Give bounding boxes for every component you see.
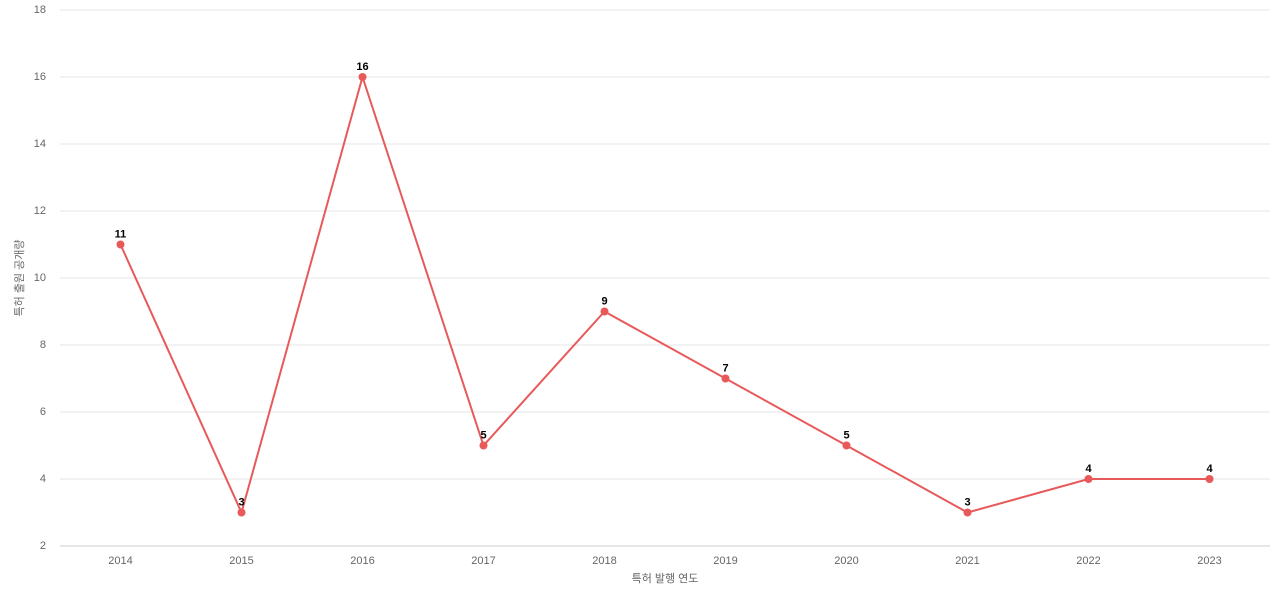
y-tick-label: 14 [34,138,46,150]
y-tick-label: 8 [40,339,46,351]
y-tick-label: 4 [40,473,46,485]
y-axis-label: 특허 출원 공개량 [13,240,26,317]
data-label: 5 [843,429,849,441]
data-label: 4 [1206,463,1213,475]
x-tick-label: 2021 [955,555,979,567]
x-tick-label: 2016 [350,555,374,567]
data-point [358,73,367,81]
data-label: 9 [601,295,607,307]
x-tick-label: 2018 [592,555,616,567]
x-tick-label: 2017 [471,555,495,567]
x-tick-label: 2019 [713,555,737,567]
data-point [479,441,488,450]
y-tick-label: 6 [40,406,46,418]
y-tick-label: 12 [34,205,46,217]
data-point [600,307,609,316]
data-label: 5 [480,429,486,441]
data-point [963,508,972,517]
data-point [1084,475,1093,483]
x-tick-label: 2023 [1197,555,1221,567]
x-axis-label: 특허 발행 연도 [632,572,699,585]
y-tick-label: 2 [40,540,46,552]
data-label: 16 [356,61,368,73]
data-point [116,240,125,249]
y-tick-label: 10 [34,272,46,284]
line-series [119,73,1210,516]
data-label: 4 [1085,463,1092,475]
data-label: 11 [115,228,127,240]
data-point [721,374,730,383]
data-point [842,441,851,450]
y-tick-label: 18 [34,4,46,16]
data-label: 3 [238,496,244,508]
x-tick-label: 2020 [834,555,858,567]
x-tick-label: 2022 [1076,555,1100,567]
data-point [237,508,246,517]
data-label: 3 [964,496,970,508]
y-tick-label: 16 [34,71,46,83]
x-tick-label: 2014 [108,555,132,567]
x-tick-label: 2015 [229,555,253,567]
data-label: 7 [722,362,728,374]
data-point [1205,475,1214,483]
